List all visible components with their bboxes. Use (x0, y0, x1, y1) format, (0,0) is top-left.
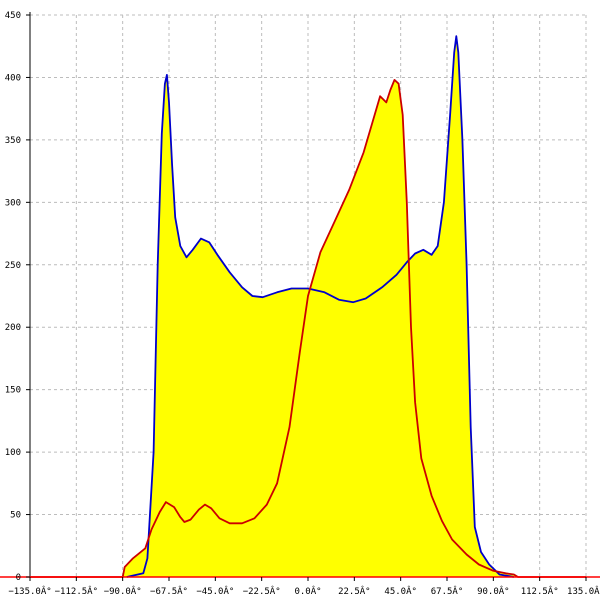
x-tick-label: 112.5Â° (521, 585, 559, 597)
x-tick-label: −22.5Â° (243, 585, 281, 597)
x-tick-label: −135.0Â° (8, 585, 51, 597)
y-tick-label: 350 (5, 136, 21, 146)
x-tick-label: −67.5Â° (150, 585, 188, 597)
x-tick-label: −90.0Â° (104, 585, 142, 597)
x-tick-labels: −135.0Â° −112.5Â° −90.0Â° −67.5Â° −45.0Â° −22… (8, 585, 600, 597)
series-2-area (30, 79, 586, 578)
y-tick-label: 100 (5, 448, 21, 458)
series-1-line (126, 35, 515, 578)
y-tick-label: 150 (5, 386, 21, 396)
axes (0, 12, 600, 581)
x-tick-label: 45.0Â° (384, 585, 417, 597)
area-fills (30, 36, 586, 578)
y-tick-label: 200 (5, 323, 21, 333)
y-tick-label: 450 (5, 11, 21, 21)
series-lines (30, 35, 586, 578)
y-tick-label: 0 (16, 573, 21, 583)
x-tick-label: 135.0Â° (567, 585, 600, 597)
y-tick-label: 400 (5, 73, 21, 83)
x-tick-label: 22.5Â° (338, 585, 371, 597)
x-tick-label: 0.0Â° (294, 585, 321, 597)
series-2-line (30, 79, 586, 578)
x-tick-label: −112.5Â° (55, 585, 98, 597)
x-tick-label: 67.5Â° (431, 585, 464, 597)
y-tick-labels: 0 50 100 150 200 250 300 350 400 450 (5, 11, 21, 583)
y-tick-label: 250 (5, 261, 21, 271)
y-tick-label: 50 (10, 511, 21, 521)
x-tick-label: −45.0Â° (196, 585, 234, 597)
y-tick-label: 300 (5, 198, 21, 208)
x-tick-label: 90.0Â° (477, 585, 510, 597)
